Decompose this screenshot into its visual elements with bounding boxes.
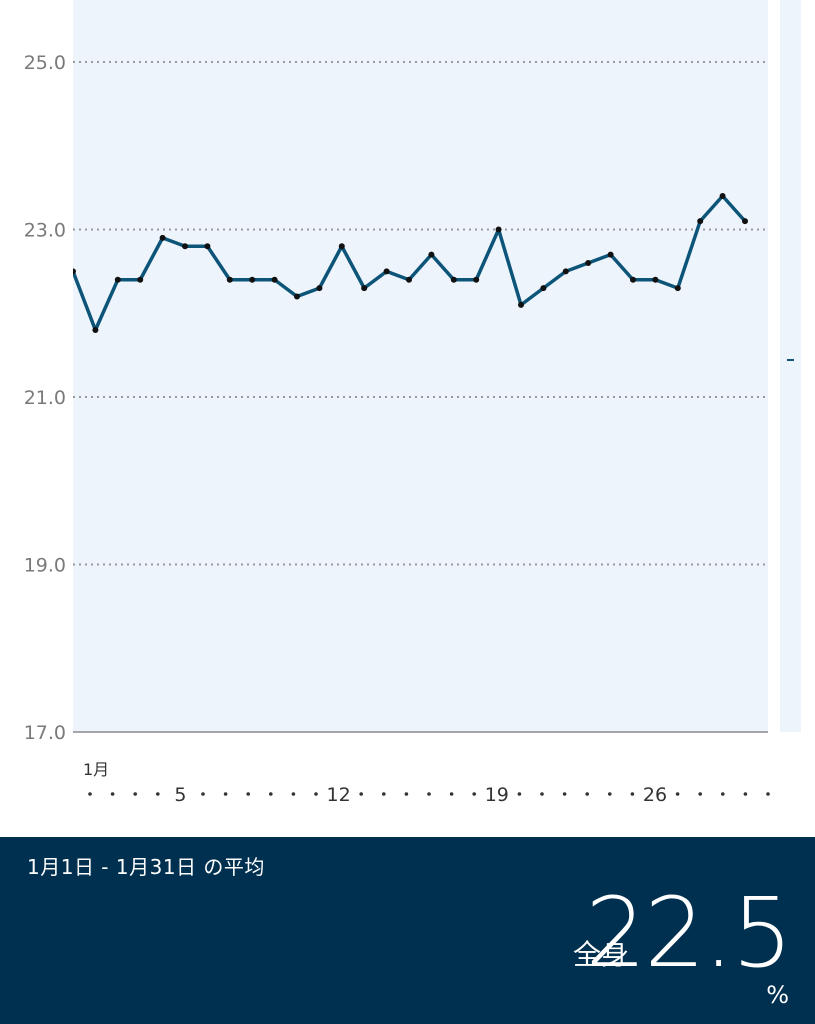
data-point[interactable] bbox=[338, 243, 345, 250]
data-point[interactable] bbox=[630, 276, 636, 283]
body-fat-chart: 17.0 19.0 21.0 23.0 25.0 1月 5 12 19 26 bbox=[24, 0, 801, 806]
x-tick-dot bbox=[246, 792, 250, 796]
data-point[interactable] bbox=[697, 218, 704, 225]
y-tick-label: 25.0 bbox=[24, 52, 66, 74]
summary-label: 全身 bbox=[572, 938, 629, 971]
x-tick-dot bbox=[133, 792, 137, 796]
x-tick-dot bbox=[269, 792, 273, 796]
data-point[interactable] bbox=[473, 276, 480, 283]
x-tick-dot bbox=[675, 792, 680, 796]
next-page-marker bbox=[787, 359, 794, 361]
x-tick-dot bbox=[201, 792, 205, 796]
x-tick-dot bbox=[766, 792, 770, 796]
data-point[interactable] bbox=[406, 276, 412, 283]
data-point[interactable] bbox=[226, 276, 233, 283]
data-point[interactable] bbox=[719, 193, 726, 199]
summary-value: 22.5 bbox=[585, 877, 793, 989]
data-point[interactable] bbox=[137, 276, 144, 283]
data-point[interactable] bbox=[585, 260, 592, 266]
next-page-strip[interactable] bbox=[780, 0, 801, 732]
data-point[interactable] bbox=[450, 276, 457, 283]
x-tick-dot bbox=[359, 792, 364, 796]
x-tick-dot bbox=[630, 792, 635, 796]
x-tick-dot bbox=[562, 792, 567, 796]
data-point[interactable] bbox=[562, 268, 569, 275]
data-point[interactable] bbox=[361, 285, 368, 292]
summary-range: 1月1日 - 1月31日 の平均 bbox=[27, 855, 265, 879]
data-point[interactable] bbox=[92, 327, 99, 333]
summary-unit: % bbox=[766, 981, 789, 1009]
x-tick-dot bbox=[382, 792, 386, 796]
x-tick-dot bbox=[472, 792, 477, 796]
data-point[interactable] bbox=[674, 285, 681, 292]
x-tick-dot bbox=[156, 792, 160, 796]
data-point[interactable] bbox=[428, 251, 435, 258]
data-point[interactable] bbox=[518, 301, 524, 308]
data-point[interactable] bbox=[652, 276, 659, 283]
x-tick-dot bbox=[698, 792, 702, 796]
data-point[interactable] bbox=[114, 276, 121, 283]
data-point[interactable] bbox=[383, 268, 390, 275]
x-month-label: 1月 bbox=[83, 760, 109, 779]
x-tick-dot bbox=[743, 792, 748, 796]
data-point[interactable] bbox=[204, 243, 211, 250]
x-tick-dot bbox=[449, 792, 454, 796]
plot-area bbox=[73, 0, 768, 732]
data-point[interactable] bbox=[607, 251, 614, 258]
x-tick-dot bbox=[517, 792, 522, 796]
x-tick-dot bbox=[314, 792, 318, 796]
x-tick-dot bbox=[608, 792, 612, 796]
data-point[interactable] bbox=[271, 276, 278, 283]
data-point[interactable] bbox=[182, 243, 188, 250]
data-point[interactable] bbox=[70, 268, 76, 275]
data-point[interactable] bbox=[742, 218, 748, 225]
data-point[interactable] bbox=[249, 276, 256, 283]
x-tick-label: 26 bbox=[643, 784, 667, 806]
data-point[interactable] bbox=[159, 234, 166, 241]
data-point[interactable] bbox=[294, 293, 300, 300]
x-tick-dot bbox=[721, 792, 725, 796]
x-tick-dot bbox=[291, 792, 296, 796]
y-tick-label: 17.0 bbox=[24, 722, 66, 744]
x-tick-label: 12 bbox=[327, 784, 351, 806]
x-tick-dot bbox=[585, 792, 589, 796]
x-tick-dot bbox=[88, 792, 92, 796]
data-point[interactable] bbox=[540, 285, 547, 292]
x-tick-label: 19 bbox=[485, 784, 509, 806]
data-point[interactable] bbox=[316, 285, 323, 292]
x-tick-label: 5 bbox=[174, 784, 186, 806]
x-tick-dot bbox=[223, 792, 228, 796]
y-tick-label: 21.0 bbox=[24, 387, 66, 409]
y-tick-label: 19.0 bbox=[24, 555, 66, 577]
x-tick-dot bbox=[427, 792, 431, 796]
data-point[interactable] bbox=[495, 226, 502, 233]
summary-panel: 1月1日 - 1月31日 の平均 全身 22.5 % bbox=[0, 837, 815, 1024]
x-tick-dot bbox=[540, 792, 544, 796]
x-tick-dot bbox=[404, 792, 409, 796]
y-tick-label: 23.0 bbox=[24, 220, 66, 242]
x-tick-dot bbox=[110, 792, 115, 796]
